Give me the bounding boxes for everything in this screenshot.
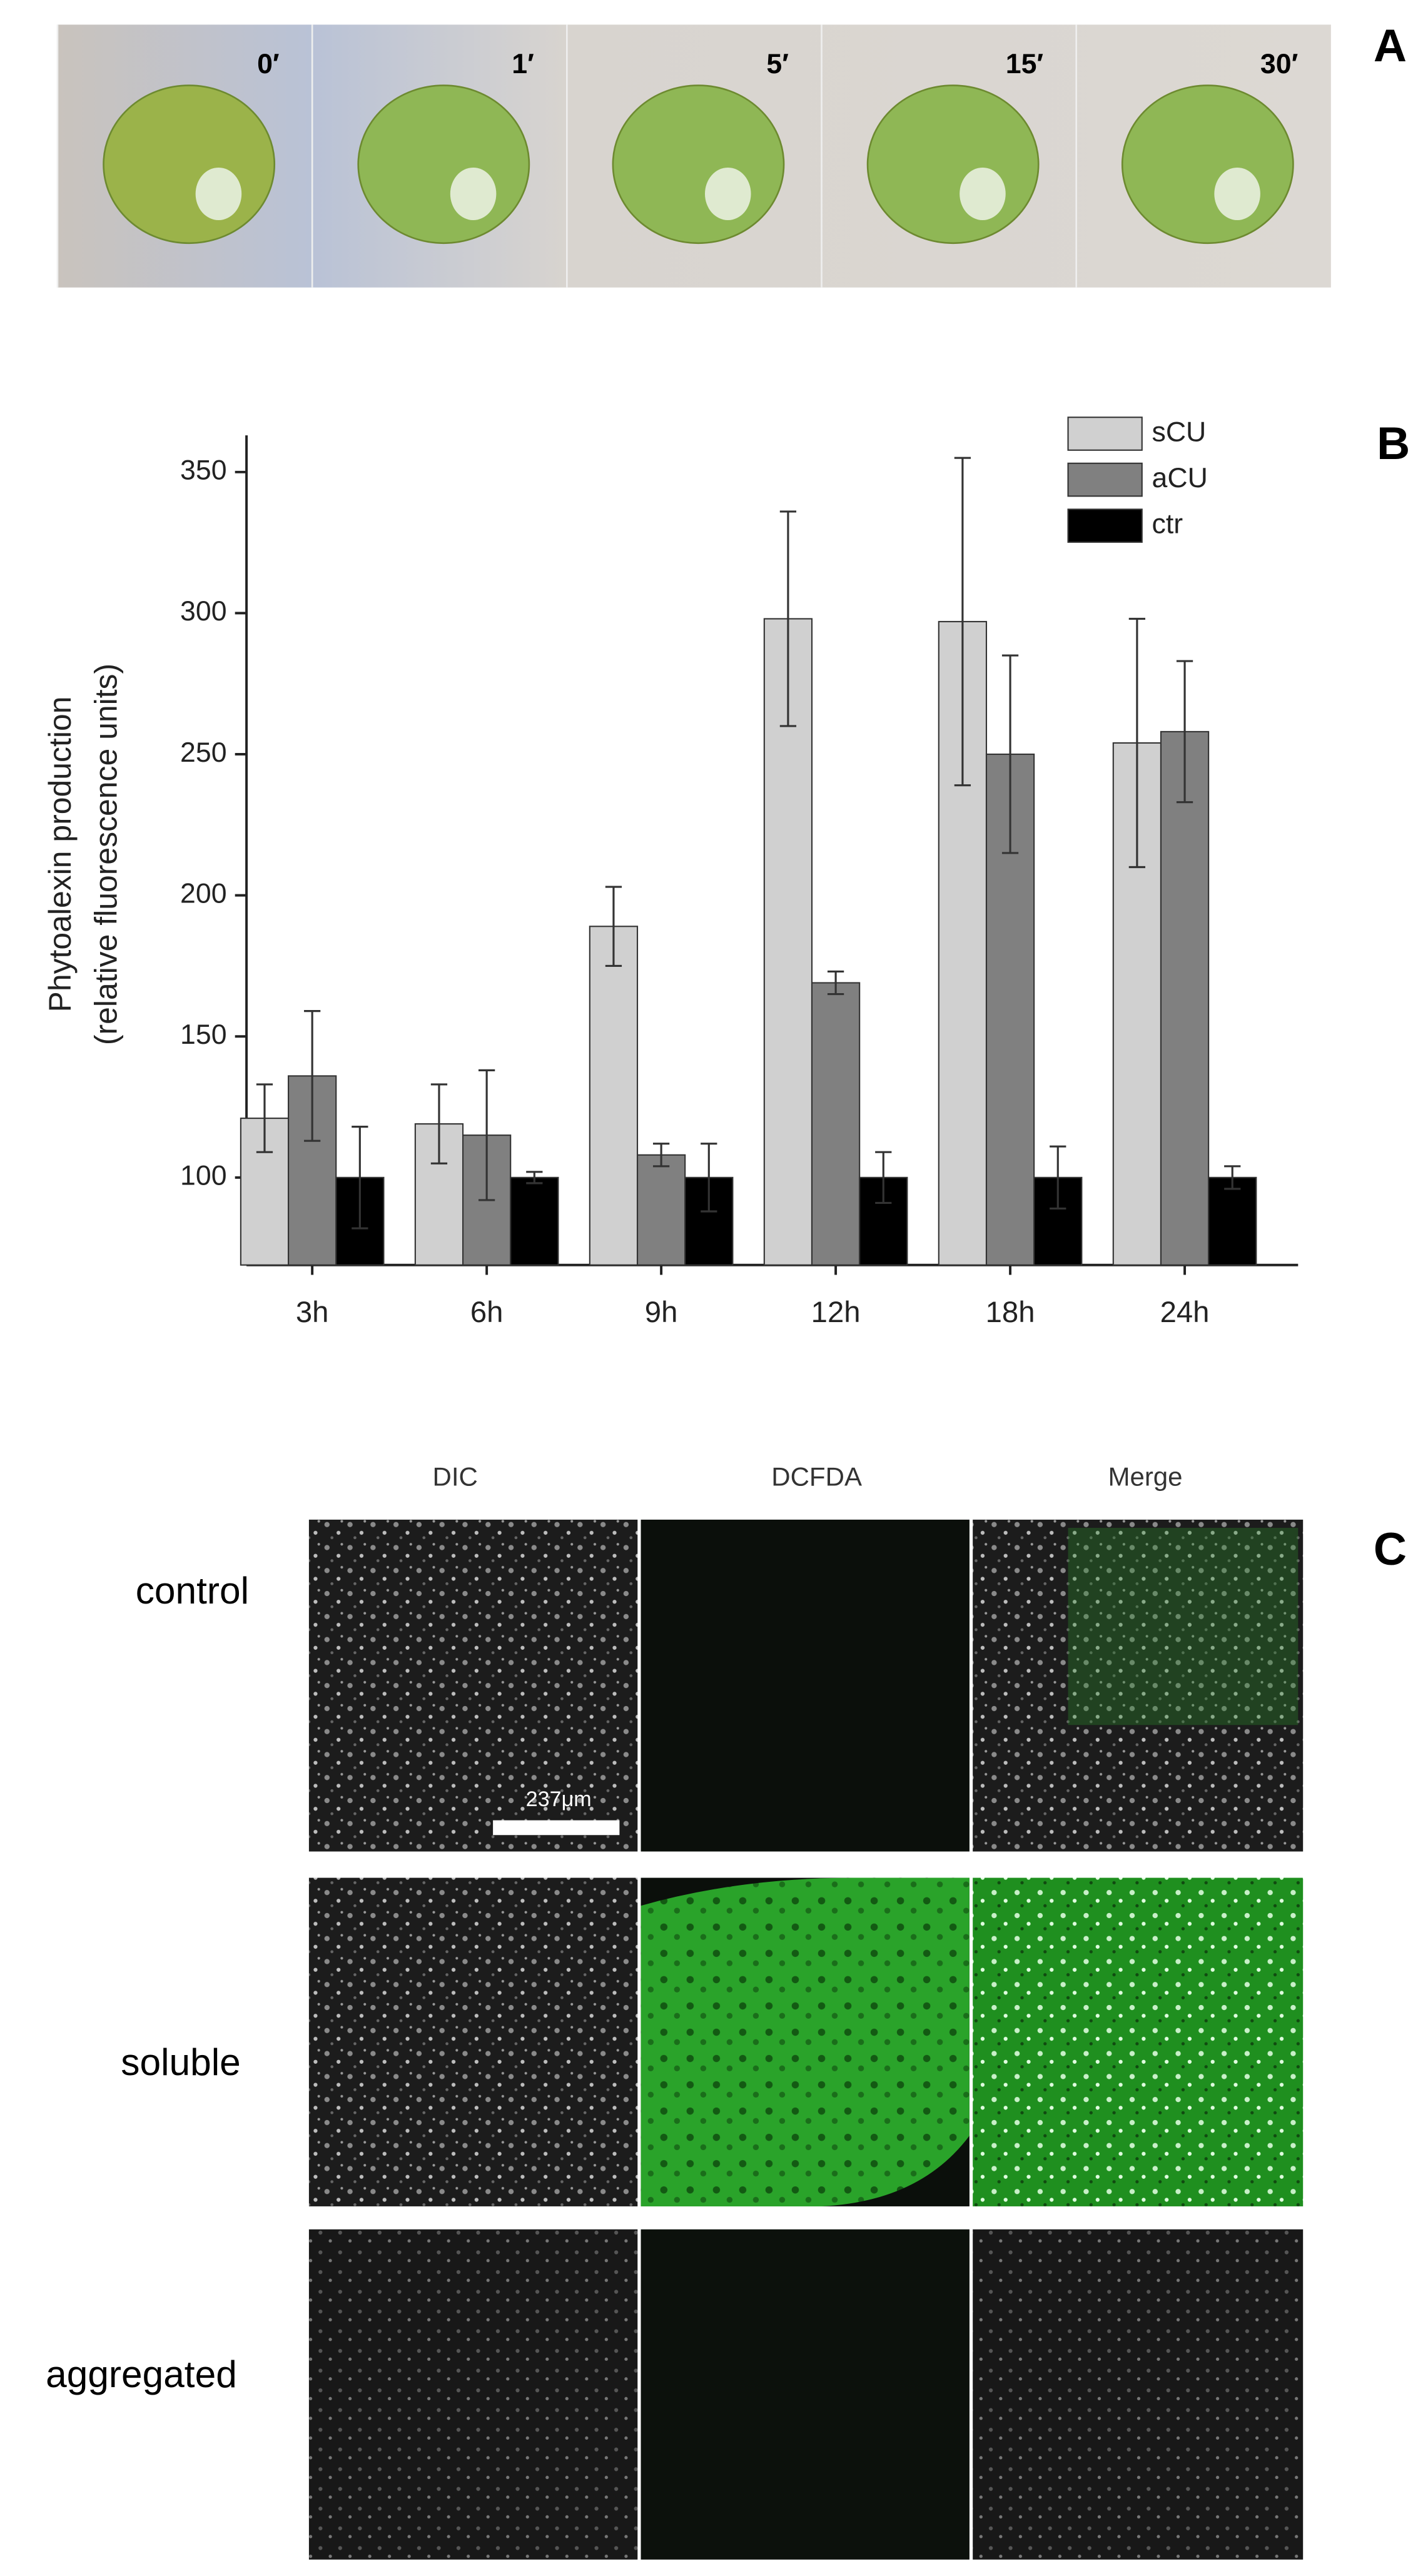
error-bar	[875, 1151, 892, 1205]
image-fluorescence	[641, 1877, 970, 2206]
x-tick-label: 6h	[470, 1296, 504, 1329]
image	[641, 2229, 970, 2560]
leaf	[1121, 84, 1294, 245]
time-label: 5′	[766, 49, 789, 79]
scale-bar	[493, 1820, 620, 1836]
row-label: aggregated	[46, 2353, 237, 2395]
error-bar	[352, 1126, 368, 1230]
time-label: 15′	[1006, 49, 1043, 79]
legend-label: ctr	[1152, 508, 1183, 539]
droplet	[450, 167, 497, 221]
x-tick-label: 9h	[645, 1296, 678, 1329]
legend-swatch	[1067, 417, 1143, 451]
bar	[1208, 1176, 1257, 1266]
droplet	[195, 167, 242, 221]
image	[641, 1519, 970, 1852]
bar	[811, 982, 861, 1266]
error-bar	[605, 886, 622, 967]
leaf	[103, 84, 276, 245]
error-bar	[526, 1171, 543, 1184]
leaf	[612, 84, 785, 245]
error-bar	[479, 1069, 495, 1201]
micrographs: 237μm	[308, 1519, 1304, 2560]
error-bar	[954, 457, 971, 787]
legend-label: aCU	[1152, 463, 1208, 493]
panel-label: B	[1377, 417, 1410, 469]
y-tick-label: 100	[180, 1161, 226, 1191]
row-label: soluble	[121, 2041, 240, 2083]
y-tick-label: 250	[180, 737, 226, 768]
scale-bar-label: 237μm	[526, 1787, 592, 1811]
image	[973, 1519, 1304, 1852]
time-label: 30′	[1260, 49, 1298, 79]
y-tick-label: 350	[180, 455, 226, 486]
droplet	[960, 167, 1006, 221]
image	[973, 2229, 1304, 2560]
column-header: DCFDA	[771, 1462, 862, 1491]
image	[973, 1877, 1304, 2206]
y-tick-label: 150	[180, 1019, 226, 1050]
time-label: 1′	[512, 49, 534, 79]
error-bar	[827, 970, 844, 996]
error-bar	[1176, 660, 1193, 804]
y-tick-label: 200	[180, 878, 226, 909]
bar	[589, 926, 639, 1266]
droplet	[1214, 167, 1260, 221]
leaf	[866, 84, 1040, 245]
image-overlay	[1068, 1528, 1299, 1725]
y-axis-label: Phytoalexin production	[43, 697, 78, 1013]
x-tick-label: 12h	[811, 1296, 861, 1329]
error-bar	[701, 1143, 717, 1213]
bar	[510, 1176, 559, 1266]
error-bar	[1050, 1145, 1066, 1210]
bar	[1160, 730, 1210, 1266]
image	[308, 2229, 638, 2560]
error-bar	[652, 1143, 670, 1168]
error-bar	[430, 1083, 448, 1164]
column-header: Merge	[1108, 1462, 1182, 1491]
column-header: DIC	[433, 1462, 478, 1491]
error-bar	[1224, 1165, 1241, 1190]
row-label: control	[136, 1569, 249, 1612]
y-tick-label: 300	[180, 596, 226, 627]
legend-swatch	[1067, 462, 1143, 497]
image	[308, 1877, 638, 2206]
image	[308, 1519, 638, 1852]
time-label: 0′	[257, 49, 280, 79]
bar	[636, 1154, 686, 1266]
error-bar	[1128, 617, 1146, 869]
panel-label: C	[1374, 1523, 1407, 1575]
error-bar	[304, 1010, 321, 1142]
panel-label: A	[1374, 19, 1407, 71]
error-bar	[256, 1083, 273, 1153]
error-bar	[779, 510, 797, 727]
legend-label: sCU	[1152, 417, 1207, 447]
error-bar	[1001, 654, 1019, 854]
legend-swatch	[1067, 508, 1143, 543]
leaf	[357, 84, 530, 245]
x-tick-label: 3h	[296, 1296, 329, 1329]
x-tick-label: 18h	[986, 1296, 1035, 1329]
x-tick-label: 24h	[1160, 1296, 1210, 1329]
droplet	[704, 167, 751, 221]
y-axis-label: (relative fluorescence units)	[89, 664, 124, 1045]
